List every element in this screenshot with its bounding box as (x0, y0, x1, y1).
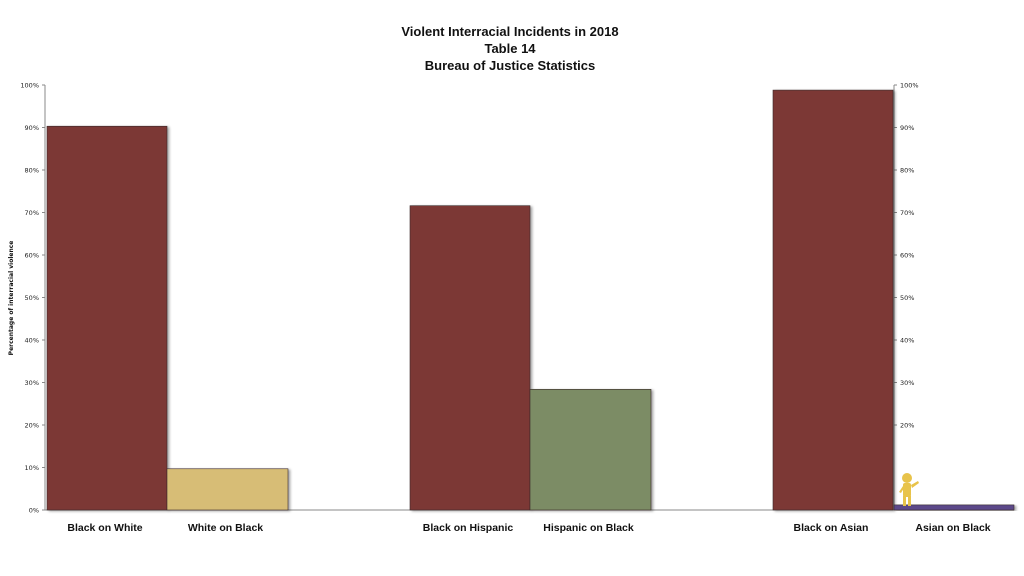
chart-title-line-2: Table 14 (484, 41, 536, 56)
left-tick-label: 10% (25, 464, 39, 472)
bar-white-on-black (166, 468, 289, 511)
left-tick-group: 0% 10% 20% 30% 40% 50% 60% 70% 80% 90% 100% (20, 82, 45, 515)
left-tick-label: 70% (25, 209, 39, 217)
right-tick-label: 80% (900, 167, 914, 175)
left-tick-label: 30% (25, 379, 39, 387)
chart-title-line-3: Bureau of Justice Statistics (425, 58, 596, 73)
bar-group (46, 89, 1015, 511)
left-tick-label: 80% (25, 167, 39, 175)
left-tick-label: 100% (20, 82, 39, 90)
left-tick-label: 20% (25, 422, 39, 430)
right-tick-label: 40% (900, 337, 914, 345)
bar-black-on-asian (772, 89, 894, 511)
category-label: Asian on Black (915, 522, 990, 534)
right-tick-label: 30% (900, 379, 914, 387)
bar-black-on-white (46, 125, 168, 511)
right-tick-label: 50% (900, 294, 914, 302)
right-tick-label: 60% (900, 252, 914, 260)
left-tick-label: 50% (25, 294, 39, 302)
bar-black-on-hispanic (409, 205, 531, 511)
right-tick-label: 100% (900, 82, 919, 90)
category-label-group: Black on White White on Black Black on His… (67, 522, 990, 534)
category-label: Black on Asian (794, 522, 869, 534)
right-tick-group: 20% 30% 40% 50% 60% 70% 80% 90% 100% (894, 82, 919, 430)
bar-asian-on-black (893, 504, 1015, 511)
category-label: White on Black (188, 522, 263, 534)
right-tick-label: 90% (900, 124, 914, 132)
right-tick-label: 20% (900, 422, 914, 430)
left-tick-label: 40% (25, 337, 39, 345)
left-tick-label: 60% (25, 252, 39, 260)
left-tick-label: 90% (25, 124, 39, 132)
bar-hispanic-on-black (529, 388, 652, 511)
right-tick-label: 70% (900, 209, 914, 217)
category-label: Black on Hispanic (423, 522, 514, 534)
left-tick-label: 0% (29, 507, 39, 515)
category-label: Black on White (67, 522, 142, 534)
figure-pointing-icon (899, 473, 919, 506)
chart-title-line-1: Violent Interracial Incidents in 2018 (401, 24, 618, 39)
y-axis-title: Percentage of interracial violence (8, 241, 15, 356)
category-label: Hispanic on Black (543, 522, 634, 534)
